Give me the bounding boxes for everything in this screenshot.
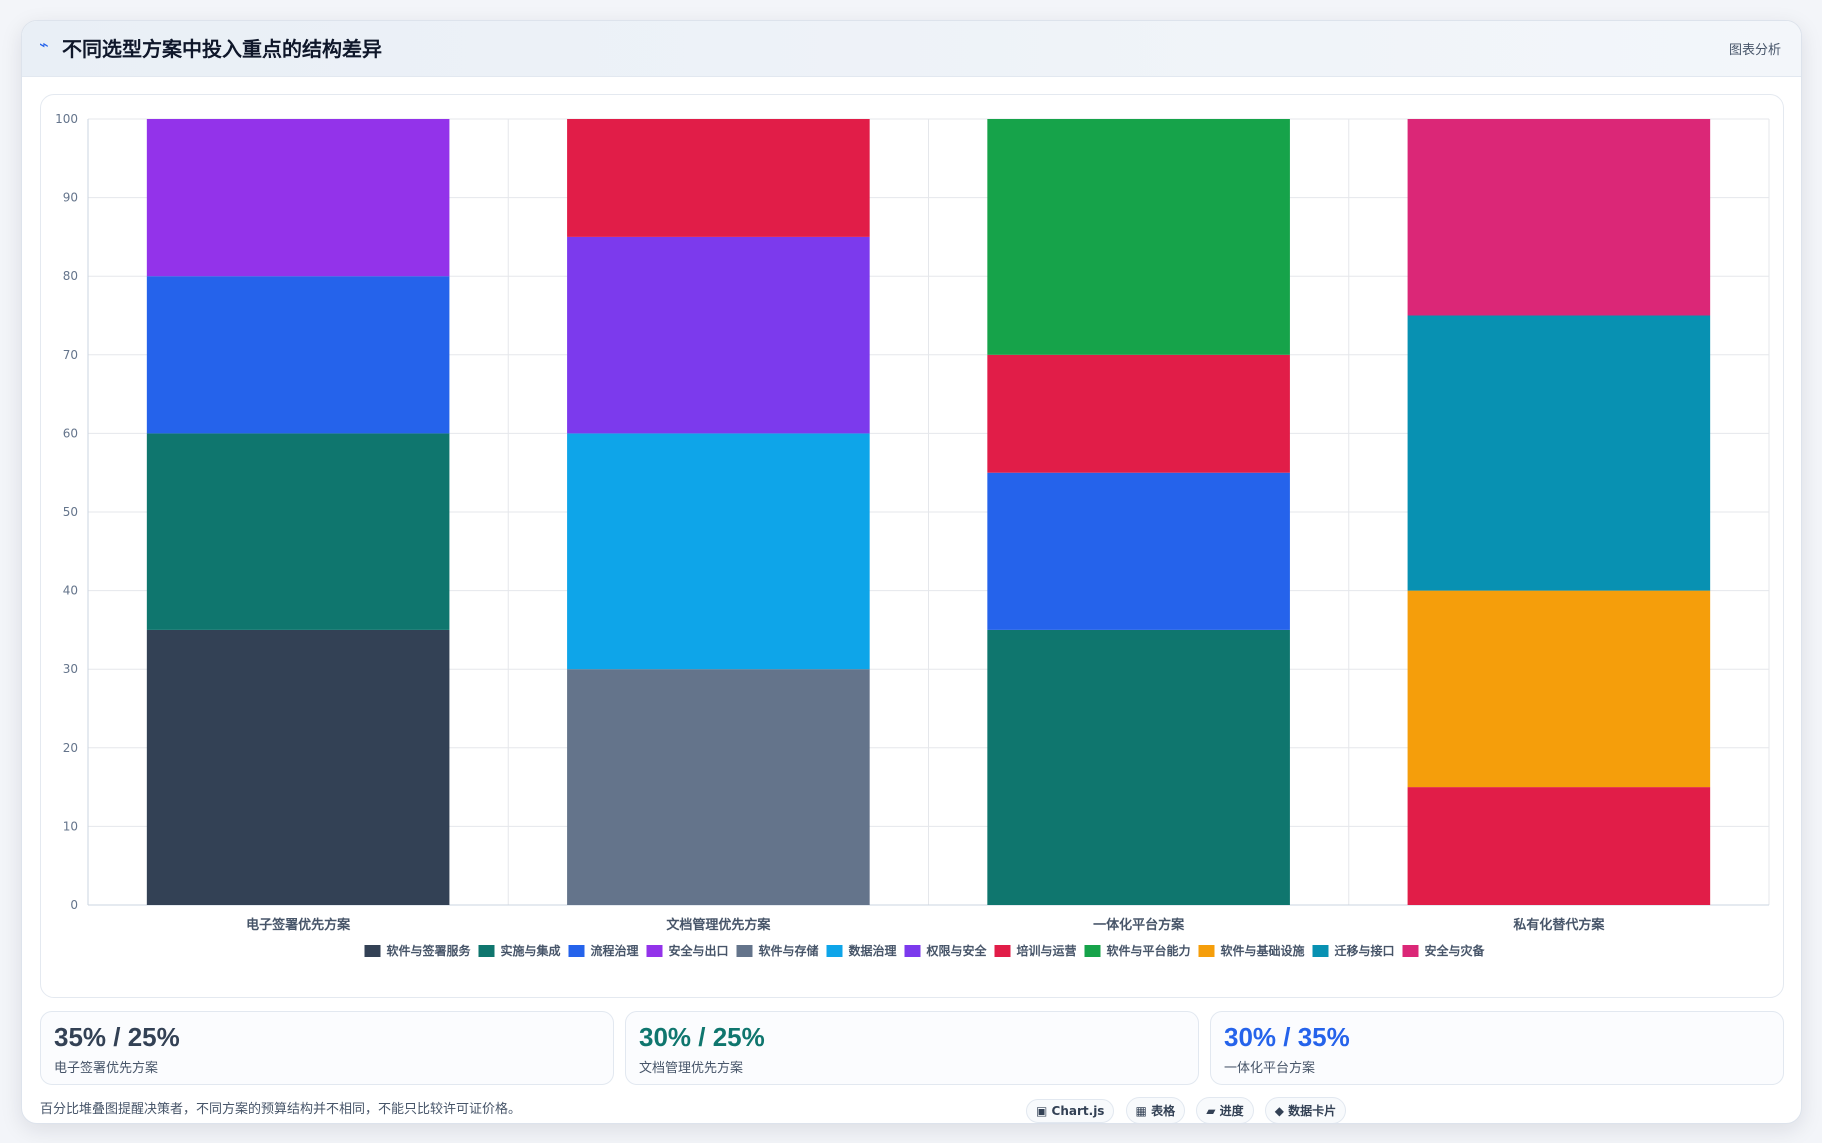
chip-label: 表格 — [1151, 1104, 1176, 1118]
legend-label: 安全与出口 — [669, 943, 729, 958]
legend-swatch — [568, 945, 585, 957]
y-tick-label: 50 — [63, 505, 78, 519]
x-tick-label: 文档管理优先方案 — [666, 917, 771, 933]
legend-swatch — [904, 945, 921, 957]
legend-swatch — [478, 945, 495, 957]
legend-label: 权限与安全 — [926, 943, 988, 958]
chart-card: ⌁ 不同选型方案中投入重点的结构差异 图表分析 0 10 20 30 40 50 60 70 8… — [21, 20, 1802, 1124]
y-tick-label: 30 — [63, 662, 78, 676]
legend-label: 软件与存储 — [759, 943, 819, 958]
y-tick-label: 90 — [63, 191, 78, 205]
bar-segment — [146, 629, 450, 905]
chip-label: 数据卡片 — [1288, 1104, 1337, 1118]
stat-value: 35% / 25% — [54, 1022, 180, 1052]
chip-table[interactable]: ▦ 表格 — [1125, 1097, 1186, 1123]
stat-card: 30% / 35% 一体化平台方案 — [1210, 1011, 1784, 1085]
stat-label: 文档管理优先方案 — [639, 1061, 744, 1076]
x-tick-label: 一体化平台方案 — [1093, 917, 1185, 933]
y-tick-label: 70 — [63, 348, 78, 362]
chip-label: Chart.js — [1051, 1104, 1105, 1118]
bar-segment — [1407, 119, 1711, 316]
stat-card: 35% / 25% 电子签署优先方案 — [40, 1011, 614, 1085]
bar-segment — [1407, 590, 1711, 788]
chip-data-card[interactable]: ◆ 数据卡片 — [1264, 1097, 1347, 1123]
stat-label: 电子签署优先方案 — [54, 1061, 159, 1076]
chart-line-icon: ⌁ — [39, 35, 49, 54]
bar-segment — [567, 433, 870, 670]
legend-label: 软件与基础设施 — [1221, 943, 1305, 958]
data-card-icon: ◆ — [1274, 1104, 1284, 1118]
stat-value: 30% / 35% — [1224, 1022, 1350, 1052]
stat-card: 30% / 25% 文档管理优先方案 — [625, 1011, 1199, 1085]
bar-segment — [567, 119, 870, 237]
bar-segment — [146, 433, 450, 630]
legend-label: 迁移与接口 — [1335, 943, 1395, 958]
chip-label: 进度 — [1219, 1104, 1244, 1118]
legend-swatch — [736, 945, 753, 957]
y-tick-label: 100 — [55, 112, 78, 126]
bar-segment — [146, 276, 450, 434]
legend-label: 软件与平台能力 — [1107, 943, 1191, 958]
legend-swatch — [1198, 945, 1215, 957]
stat-value: 30% / 25% — [639, 1022, 765, 1052]
legend-label: 安全与灾备 — [1425, 943, 1486, 958]
chart-icon: ▣ — [1036, 1104, 1048, 1118]
bar-segment — [987, 472, 1290, 630]
bar-segment — [987, 629, 1290, 905]
y-tick-label: 0 — [70, 898, 78, 912]
page-title: 不同选型方案中投入重点的结构差异 — [62, 37, 382, 61]
bar-segment — [146, 119, 450, 277]
bar-segment — [987, 119, 1290, 355]
progress-icon: ▰ — [1206, 1104, 1216, 1118]
legend-swatch — [364, 945, 381, 957]
chart-footnote: 百分比堆叠图提醒决策者，不同方案的预算结构并不相同，不能只比较许可证价格。 — [40, 1102, 522, 1117]
bar-segment — [1407, 787, 1711, 905]
bar-segment — [987, 354, 1290, 473]
card-header: ⌁ 不同选型方案中投入重点的结构差异 图表分析 — [22, 21, 1801, 77]
bar-segment — [1407, 315, 1711, 591]
table-icon: ▦ — [1135, 1104, 1147, 1118]
stat-cards: 35% / 25% 电子签署优先方案 30% / 25% 文档管理优先方案 30… — [40, 1011, 1784, 1085]
legend-label: 软件与签署服务 — [387, 943, 472, 958]
chart-panel: 0 10 20 30 40 50 60 70 80 90 100 电子签署优先方案 文档管理优先方案 一体… — [40, 94, 1784, 998]
y-tick-label: 40 — [63, 584, 78, 598]
legend-label: 流程治理 — [591, 943, 639, 958]
legend-swatch — [1402, 945, 1419, 957]
x-tick-label: 电子签署优先方案 — [246, 917, 351, 933]
legend-swatch — [826, 945, 843, 957]
x-tick-label: 私有化替代方案 — [1513, 917, 1605, 933]
legend-label: 实施与集成 — [501, 943, 561, 958]
bar-segment — [567, 669, 870, 905]
bar-segment — [567, 236, 870, 434]
chip-chartjs[interactable]: ▣ Chart.js — [1026, 1099, 1115, 1123]
y-tick-label: 60 — [63, 426, 78, 440]
legend-swatch — [646, 945, 663, 957]
header-tag: 图表分析 — [1728, 43, 1781, 58]
chip-progress[interactable]: ▰ 进度 — [1196, 1097, 1254, 1123]
stacked-bar-chart: 0 10 20 30 40 50 60 70 80 90 100 电子签署优先方案 文档管理优先方案 一体… — [55, 112, 1770, 958]
legend-label: 数据治理 — [849, 943, 897, 958]
legend-swatch — [1312, 945, 1329, 957]
y-tick-label: 20 — [63, 741, 78, 755]
tech-chips: ▣ Chart.js ▦ 表格 ▰ 进度 ◆ 数据卡片 — [1026, 1097, 1352, 1123]
stat-label: 一体化平台方案 — [1224, 1061, 1316, 1076]
legend-swatch — [1084, 945, 1101, 957]
y-tick-label: 10 — [63, 819, 78, 833]
legend-label: 培训与运营 — [1017, 943, 1077, 958]
legend-swatch — [994, 945, 1011, 957]
y-tick-label: 80 — [63, 269, 78, 283]
